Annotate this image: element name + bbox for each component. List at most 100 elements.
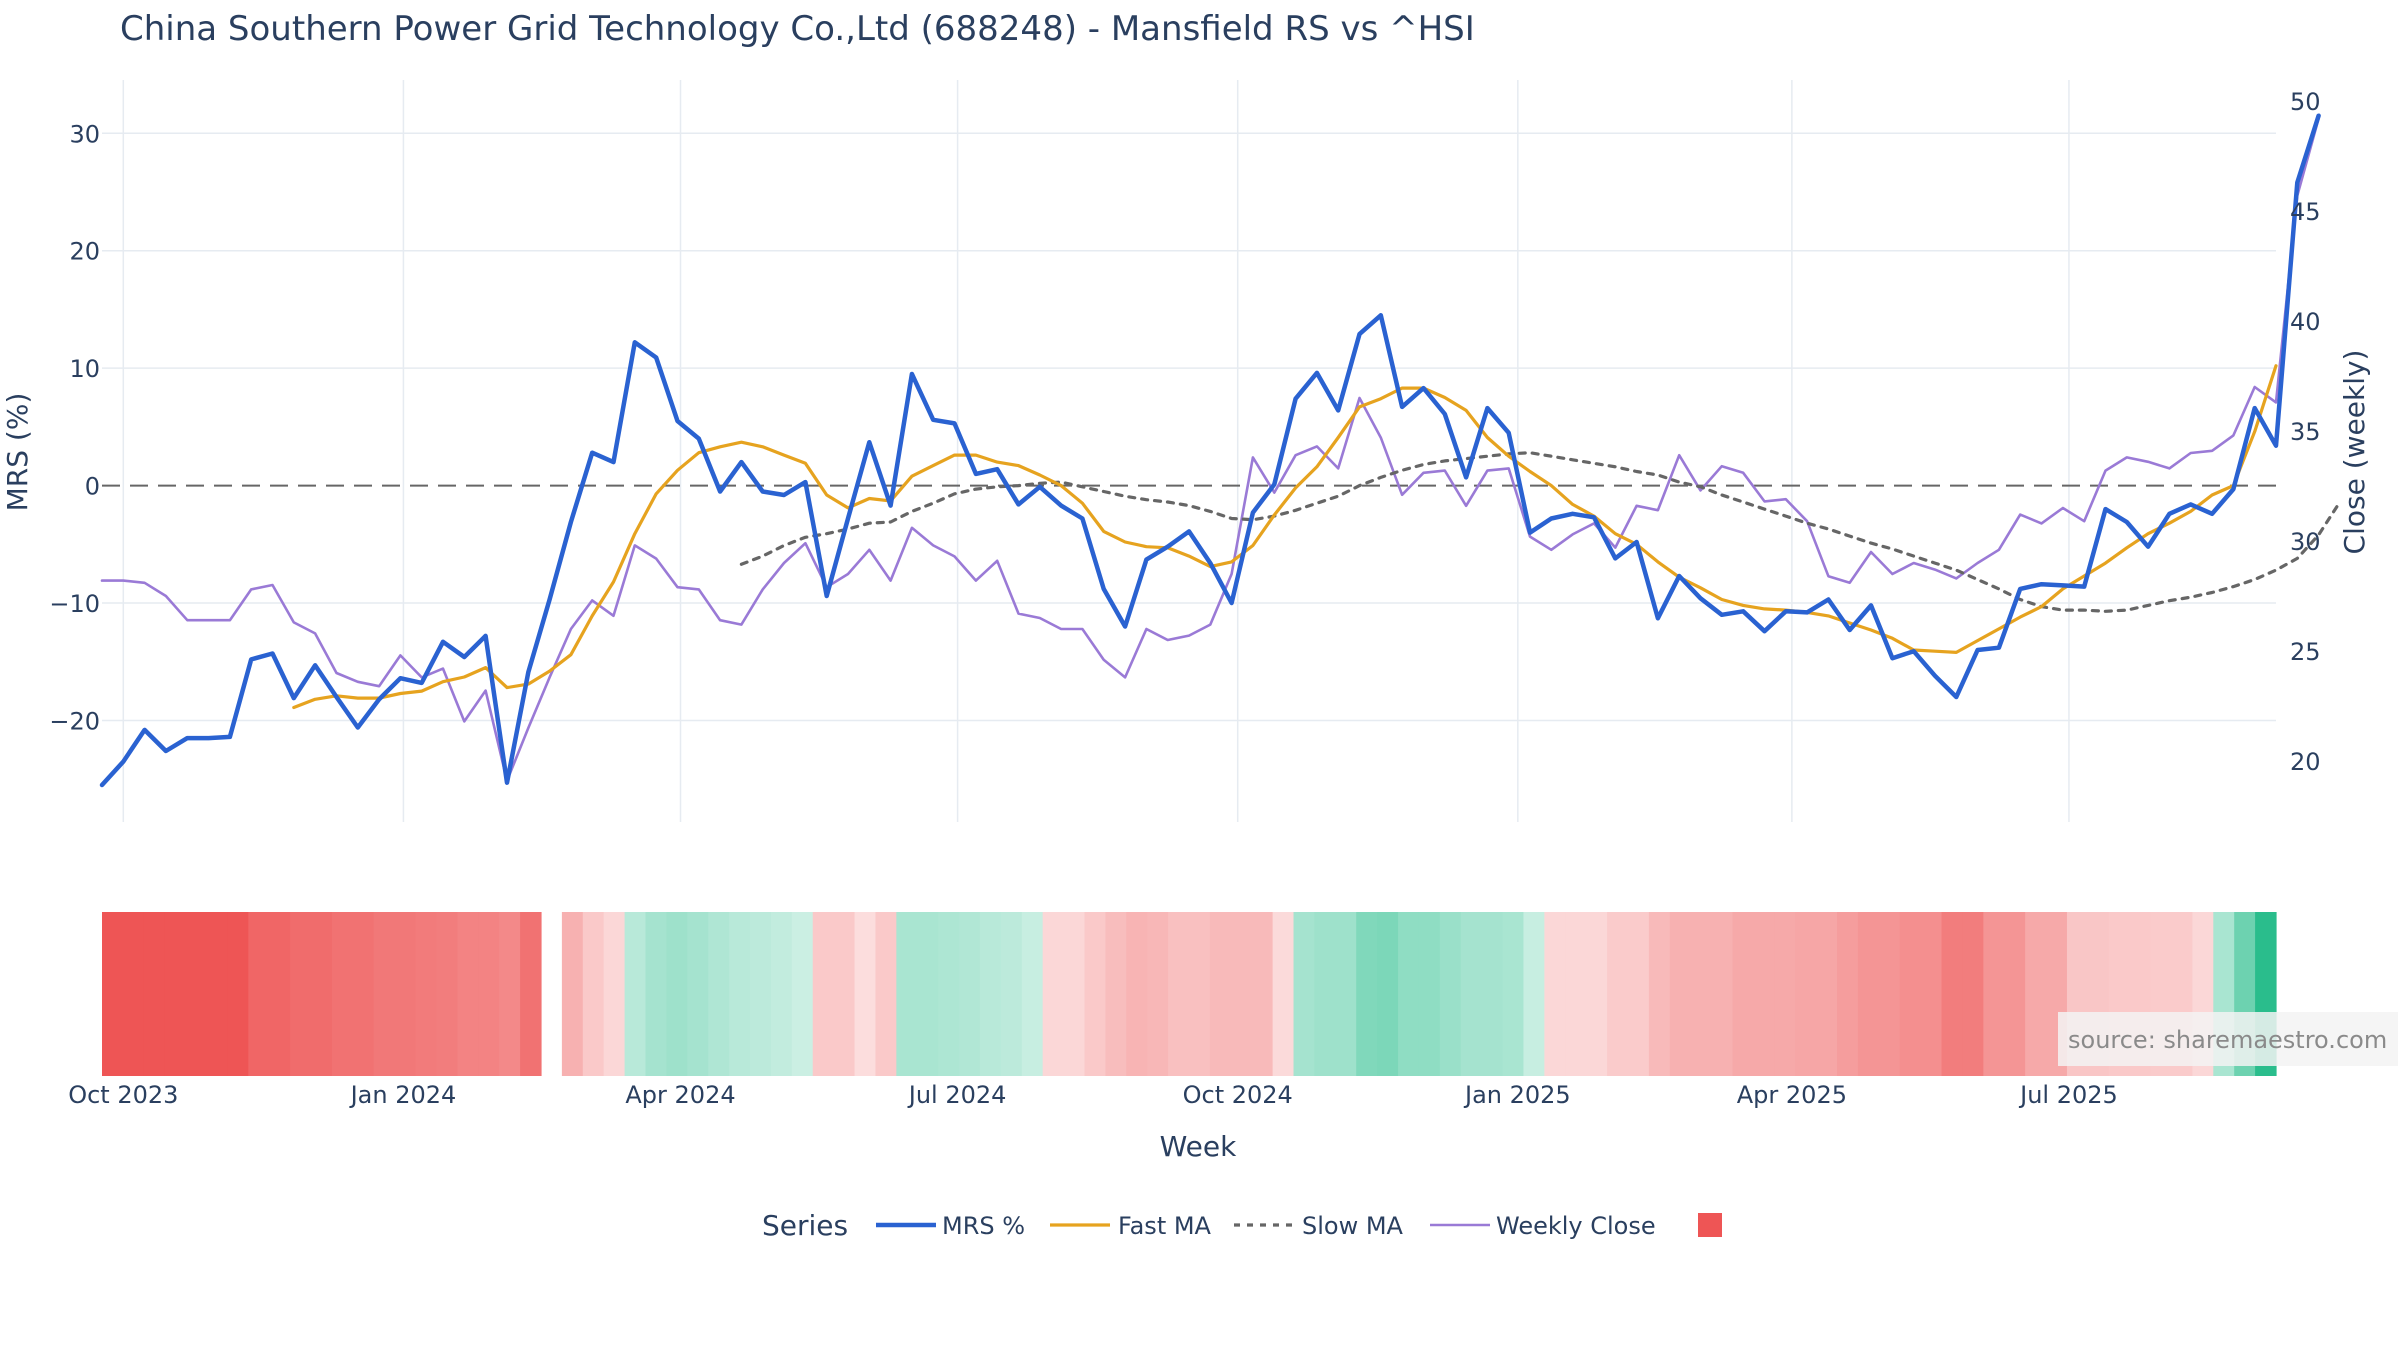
heatmap-cell <box>875 912 897 1076</box>
heatmap-cell <box>1147 912 1169 1076</box>
heatmap-cell <box>1063 912 1086 1076</box>
heatmap-cell <box>352 912 375 1076</box>
y-right-tick-label: 20 <box>2290 748 2321 776</box>
left-axis-title: MRS (%) <box>1 393 34 512</box>
series-line-mrs <box>99 113 2321 788</box>
heatmap-cell <box>896 912 918 1076</box>
legend-item-label: Slow MA <box>1302 1212 1404 1240</box>
x-tick-label: Apr 2025 <box>1737 1081 1847 1109</box>
heatmap-cell <box>1126 912 1148 1076</box>
heatmap-cell <box>394 912 417 1076</box>
heatmap-cell <box>1544 912 1566 1076</box>
heatmap-cell <box>415 912 438 1076</box>
source-badge: source: sharemaestro.com <box>2058 1012 2398 1066</box>
heatmap-cell <box>1168 912 1190 1076</box>
heatmap-cell <box>1418 912 1441 1076</box>
heatmap-cell <box>269 912 291 1076</box>
heatmap-cell <box>1669 912 1692 1076</box>
y-left-tick-label: 10 <box>69 355 100 383</box>
heatmap-cell <box>624 912 647 1076</box>
y-right-tick-label: 40 <box>2290 308 2321 336</box>
heatmap-cell <box>1857 912 1880 1076</box>
heatmap-cell <box>1920 912 1943 1076</box>
heatmap-cell <box>2025 912 2047 1076</box>
heatmap-cell <box>457 912 479 1076</box>
heatmap-cell <box>561 912 584 1076</box>
heatmap-cell <box>645 912 667 1076</box>
heatmap-cell <box>1795 912 1817 1076</box>
heatmap-cell <box>331 912 354 1076</box>
heatmap-cell <box>520 912 542 1076</box>
grid-layer <box>102 80 2276 822</box>
heatmap-cell <box>122 912 145 1076</box>
heatmap-cell <box>1398 912 1420 1076</box>
x-tick-label: Jan 2025 <box>1463 1081 1571 1109</box>
heatmap-cell <box>812 912 835 1076</box>
heatmap-cell <box>1356 912 1378 1076</box>
heatmap-cell <box>582 912 605 1076</box>
heatmap-cell <box>1607 912 1629 1076</box>
heatmap-cell <box>164 912 187 1076</box>
heatmap-cell <box>1209 912 1232 1076</box>
legend-item-label: MRS % <box>942 1212 1025 1240</box>
heatmap-cell <box>436 912 458 1076</box>
heatmap-cell <box>102 912 124 1076</box>
legend-title: Series <box>762 1209 848 1242</box>
heatmap-cell <box>2004 912 2026 1076</box>
series-line-fast-ma <box>292 364 2278 710</box>
legend-item-label: Fast MA <box>1118 1212 1212 1240</box>
heatmap-cell <box>917 912 939 1076</box>
heatmap-cell <box>1816 912 1838 1076</box>
heatmap-cell <box>248 912 270 1076</box>
heatmap-cell <box>1565 912 1587 1076</box>
heatmap-cell <box>1460 912 1483 1076</box>
heatmap-cell <box>1230 912 1253 1076</box>
y-right-tick-label: 35 <box>2290 418 2321 446</box>
heatmap-cell <box>1105 912 1127 1076</box>
x-tick-label: Apr 2024 <box>625 1081 735 1109</box>
heatmap-cell <box>1586 912 1608 1076</box>
heatmap-cell <box>1648 912 1671 1076</box>
heatmap-cell <box>1774 912 1796 1076</box>
heatmap-cell <box>311 912 333 1076</box>
heatmap-cell <box>1042 912 1065 1076</box>
heatmap-cell <box>1335 912 1357 1076</box>
heatmap-cell <box>1962 912 1984 1076</box>
heatmap-cell <box>687 912 709 1076</box>
y-left-tick-label: 20 <box>69 238 100 266</box>
heatmap-cell <box>938 912 960 1076</box>
heatmap-cell <box>1627 912 1650 1076</box>
heatmap-cell <box>854 912 877 1076</box>
x-tick-label: Jul 2024 <box>907 1081 1007 1109</box>
heatmap-cell <box>143 912 166 1076</box>
heatmap-cell <box>1899 912 1922 1076</box>
series-layer <box>99 113 2342 788</box>
chart-title: China Southern Power Grid Technology Co.… <box>120 9 1475 49</box>
heatmap-cell <box>979 912 1002 1076</box>
heatmap-cell <box>770 912 793 1076</box>
heatmap-cell <box>499 912 521 1076</box>
y-right-tick-label: 30 <box>2290 528 2321 556</box>
y-left-tick-label: 0 <box>85 473 100 501</box>
heatmap-cell <box>791 912 814 1076</box>
heatmap-cell <box>603 912 626 1076</box>
right-axis: 50 45 40 35 30 25 20 <box>2290 88 2321 776</box>
heatmap-cell <box>1753 912 1775 1076</box>
heatmap-cell <box>1272 912 1295 1076</box>
heatmap-cell <box>1251 912 1274 1076</box>
heatmap-cell <box>833 912 856 1076</box>
heatmap-cell <box>1711 912 1734 1076</box>
heatmap-cell <box>1021 912 1044 1076</box>
heatmap-cell <box>1502 912 1525 1076</box>
y-left-tick-label: −10 <box>49 590 100 618</box>
heatmap-cell <box>478 912 500 1076</box>
left-axis: 30 20 10 0 −10 −20 <box>49 120 100 735</box>
x-tick-label: Oct 2023 <box>68 1081 178 1109</box>
heatmap-cell <box>1439 912 1462 1076</box>
y-left-tick-label: 30 <box>69 120 100 148</box>
source-badge-background <box>2058 1012 2398 1066</box>
heatmap-cell <box>1481 912 1504 1076</box>
y-right-tick-label: 50 <box>2290 88 2321 116</box>
heatmap-cell <box>1983 912 2005 1076</box>
